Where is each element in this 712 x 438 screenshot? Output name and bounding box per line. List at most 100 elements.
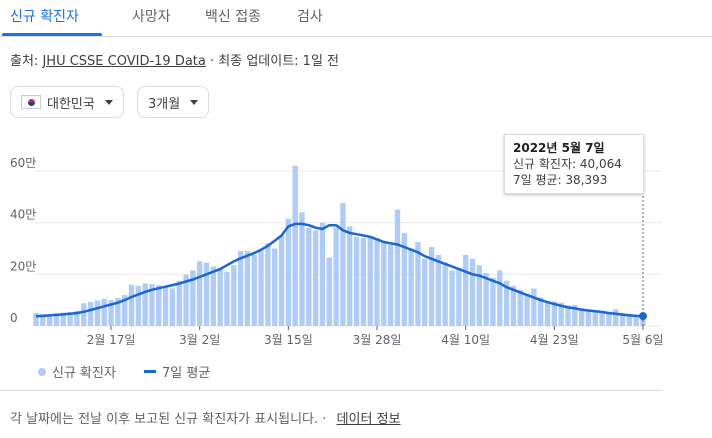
cases-chart[interactable]: 0 20만 40만 60만 2월 17일 3월 2일 3월 15일 3월 28일 4월 10일 4… bbox=[0, 130, 680, 352]
tab-vaccination[interactable]: 백신 접종 bbox=[205, 9, 261, 25]
case-bar bbox=[394, 209, 401, 326]
case-bar bbox=[94, 300, 101, 326]
legend-dot-icon bbox=[38, 367, 46, 376]
case-bar bbox=[387, 244, 394, 326]
case-bar bbox=[381, 240, 387, 326]
case-bar bbox=[497, 270, 503, 326]
x-tick-label: 3월 28일 bbox=[353, 333, 402, 347]
case-bar bbox=[285, 218, 292, 326]
x-tick-label: 4월 10일 bbox=[441, 333, 490, 347]
legend-average-label: 7일 평균 bbox=[162, 366, 211, 381]
case-bar bbox=[265, 243, 271, 326]
case-bar bbox=[490, 278, 496, 326]
case-bar bbox=[538, 297, 544, 326]
chevron-down-icon bbox=[190, 99, 199, 105]
tab-bar: 신규 확진자 사망자 백신 접종 검사 bbox=[0, 0, 712, 36]
case-bar bbox=[292, 165, 298, 326]
case-bar bbox=[278, 235, 285, 326]
x-tick-label: 3월 2일 bbox=[179, 333, 220, 347]
case-bar bbox=[551, 301, 557, 326]
case-bar bbox=[449, 270, 455, 326]
case-bar bbox=[476, 265, 482, 326]
case-bar bbox=[428, 247, 435, 326]
case-bar bbox=[224, 271, 230, 326]
case-bar bbox=[210, 266, 216, 326]
footer-note: 각 날짜에는 전날 이후 보고된 신규 확진자가 표시됩니다. · 데이터 정보 bbox=[10, 408, 401, 427]
case-bar bbox=[510, 285, 517, 326]
tab-testing[interactable]: 검사 bbox=[297, 9, 323, 25]
case-bar bbox=[585, 309, 592, 326]
case-bar bbox=[251, 254, 257, 326]
case-bar bbox=[367, 236, 373, 326]
source-link[interactable]: JHU CSSE COVID-19 Data bbox=[42, 54, 206, 69]
case-bar bbox=[435, 254, 442, 326]
case-bar bbox=[401, 232, 407, 326]
chart-tooltip: 2022년 5월 7일 신규 확진자: 40,064 7일 평균: 38,393 bbox=[504, 134, 644, 194]
case-bar bbox=[299, 212, 305, 326]
case-bar bbox=[565, 305, 571, 326]
case-bar bbox=[217, 269, 223, 326]
source-updated: · 최종 업데이트: 1일 전 bbox=[205, 54, 339, 69]
legend-new-cases-label: 신규 확진자 bbox=[52, 366, 116, 381]
y-tick-label: 60만 bbox=[10, 156, 36, 170]
case-bar bbox=[101, 298, 107, 326]
case-bar bbox=[626, 313, 633, 326]
case-bar bbox=[422, 258, 428, 326]
case-bar bbox=[169, 288, 176, 326]
case-bar bbox=[231, 265, 237, 326]
case-bar bbox=[33, 313, 39, 326]
case-bar bbox=[333, 227, 339, 326]
case-bar bbox=[572, 304, 578, 326]
seven-day-average-line bbox=[35, 222, 644, 318]
case-bar bbox=[244, 251, 251, 326]
case-bar bbox=[87, 301, 94, 326]
case-bar bbox=[203, 262, 210, 326]
tooltip-cases: 신규 확진자: 40,064 bbox=[513, 157, 622, 171]
case-bar bbox=[619, 313, 626, 326]
region-dropdown[interactable]: 대한민국 bbox=[10, 86, 124, 118]
case-bar bbox=[74, 310, 80, 326]
case-bar bbox=[312, 230, 319, 326]
case-bar bbox=[183, 274, 189, 326]
case-bar bbox=[176, 280, 182, 326]
source-line: 출처: JHU CSSE COVID-19 Data · 최종 업데이트: 1일… bbox=[10, 50, 339, 69]
region-label: 대한민국 bbox=[47, 96, 95, 112]
case-bar bbox=[156, 285, 162, 326]
case-bar bbox=[592, 310, 598, 326]
footer-divider bbox=[0, 390, 662, 391]
tooltip-average: 7일 평균: 38,393 bbox=[513, 173, 608, 187]
case-bar bbox=[578, 307, 585, 326]
case-bar bbox=[197, 261, 203, 326]
x-tick-label: 2월 17일 bbox=[87, 333, 136, 347]
case-bar bbox=[633, 315, 639, 326]
tab-new-cases[interactable]: 신규 확진자 bbox=[10, 9, 79, 25]
case-bar bbox=[60, 312, 66, 326]
case-bar bbox=[122, 294, 128, 326]
case-bar bbox=[258, 249, 264, 326]
case-bar bbox=[319, 222, 326, 326]
x-tick-label: 3월 15일 bbox=[264, 333, 313, 347]
period-dropdown[interactable]: 3개월 bbox=[137, 86, 210, 118]
case-bar bbox=[149, 284, 155, 326]
x-tick-label: 4월 23일 bbox=[530, 333, 579, 347]
case-bar bbox=[442, 262, 448, 326]
case-bar bbox=[237, 251, 244, 326]
case-bar bbox=[360, 238, 367, 326]
case-bar bbox=[531, 288, 537, 326]
case-bar bbox=[67, 312, 73, 326]
y-tick-label: 40만 bbox=[10, 208, 36, 222]
y-tick-label: 0 bbox=[10, 311, 18, 325]
data-info-link[interactable]: 데이터 정보 bbox=[336, 412, 401, 427]
case-bar bbox=[469, 258, 476, 326]
y-tick-label: 20만 bbox=[10, 259, 36, 273]
case-bar bbox=[599, 311, 605, 326]
x-tick-label: 5월 6일 bbox=[622, 333, 663, 347]
source-prefix: 출처: bbox=[10, 54, 39, 69]
case-bar bbox=[190, 270, 196, 326]
case-bar bbox=[483, 272, 489, 326]
south-korea-flag-icon bbox=[21, 95, 41, 109]
case-bar bbox=[353, 236, 360, 326]
tab-deaths[interactable]: 사망자 bbox=[132, 9, 171, 25]
period-label: 3개월 bbox=[148, 96, 181, 112]
case-bar bbox=[503, 280, 510, 326]
